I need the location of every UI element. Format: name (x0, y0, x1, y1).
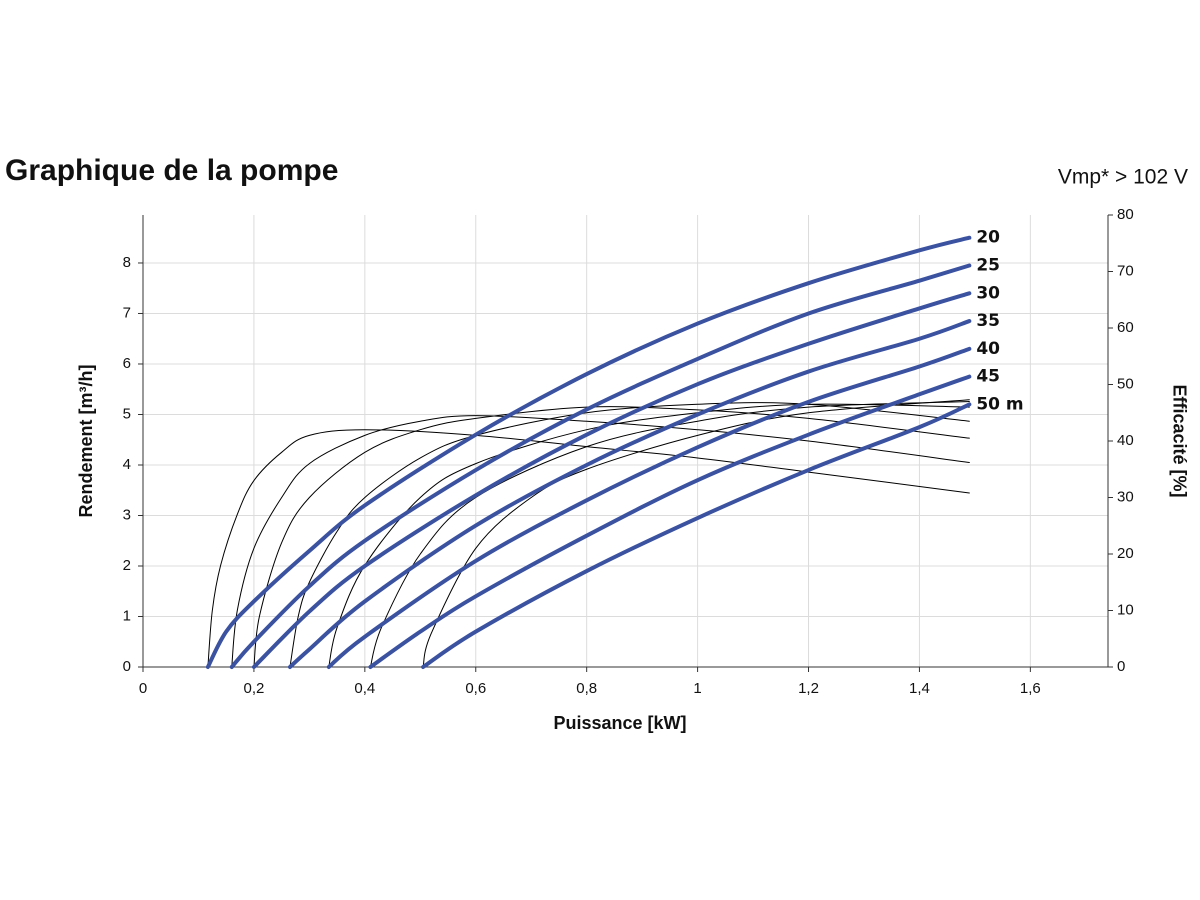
y-tick-label: 3 (123, 506, 131, 523)
y2-tick-label: 0 (1117, 658, 1125, 675)
y-tick-label: 7 (123, 304, 131, 321)
y2-tick-label: 40 (1117, 432, 1134, 449)
y2-tick-label: 80 (1117, 206, 1134, 223)
y-tick-label: 1 (123, 607, 131, 624)
flow-curve (251, 291, 972, 669)
x-tick-label: 0,4 (354, 680, 375, 697)
y-tick-label: 4 (123, 456, 131, 473)
flow-curve (287, 319, 972, 669)
series-label: 40 (976, 339, 1000, 359)
y2-axis-label: Efficacité [%] (1169, 384, 1189, 497)
series-label: 45 (976, 367, 1000, 387)
efficiency-curve (369, 400, 970, 668)
flow-curve (229, 263, 972, 669)
annotation: Vmp* > 102 V (1058, 166, 1188, 189)
flow-curve (421, 402, 972, 669)
y-tick-label: 2 (123, 557, 131, 574)
y2-tick-label: 10 (1117, 601, 1134, 618)
y2-tick-label: 20 (1117, 545, 1134, 562)
efficiency-curve (422, 399, 970, 668)
x-tick-label: 1,4 (909, 680, 930, 697)
series-label: 30 (976, 283, 1000, 303)
flow-curve (205, 235, 972, 669)
efficiency-curve (231, 415, 970, 668)
series-label: 50 m (976, 394, 1023, 414)
y2-tick-label: 30 (1117, 488, 1134, 505)
y-tick-label: 6 (123, 355, 131, 372)
y2-tick-label: 60 (1117, 319, 1134, 336)
y2-tick-label: 50 (1117, 375, 1134, 392)
x-tick-label: 0,8 (576, 680, 597, 697)
x-tick-label: 1,6 (1020, 680, 1041, 697)
x-tick-label: 0,2 (243, 680, 264, 697)
series-label: 20 (976, 228, 1000, 248)
chart-title: Graphique de la pompe (5, 154, 338, 187)
series-label: 25 (976, 256, 1000, 276)
flow-curve (326, 346, 972, 669)
efficiency-curve (253, 406, 970, 668)
x-axis-label: Puissance [kW] (553, 713, 686, 733)
y-tick-label: 5 (123, 405, 131, 422)
y-tick-label: 0 (123, 658, 131, 675)
x-tick-label: 0 (139, 680, 147, 697)
x-tick-label: 1 (693, 680, 701, 697)
y2-tick-label: 70 (1117, 262, 1134, 279)
series-label: 35 (976, 311, 1000, 331)
y-axis-label: Rendement [m³/h] (76, 365, 96, 518)
efficiency-curve (289, 402, 970, 668)
x-tick-label: 1,2 (798, 680, 819, 697)
x-tick-label: 0,6 (465, 680, 486, 697)
flow-curve (368, 374, 972, 669)
y-tick-label: 8 (123, 254, 131, 271)
